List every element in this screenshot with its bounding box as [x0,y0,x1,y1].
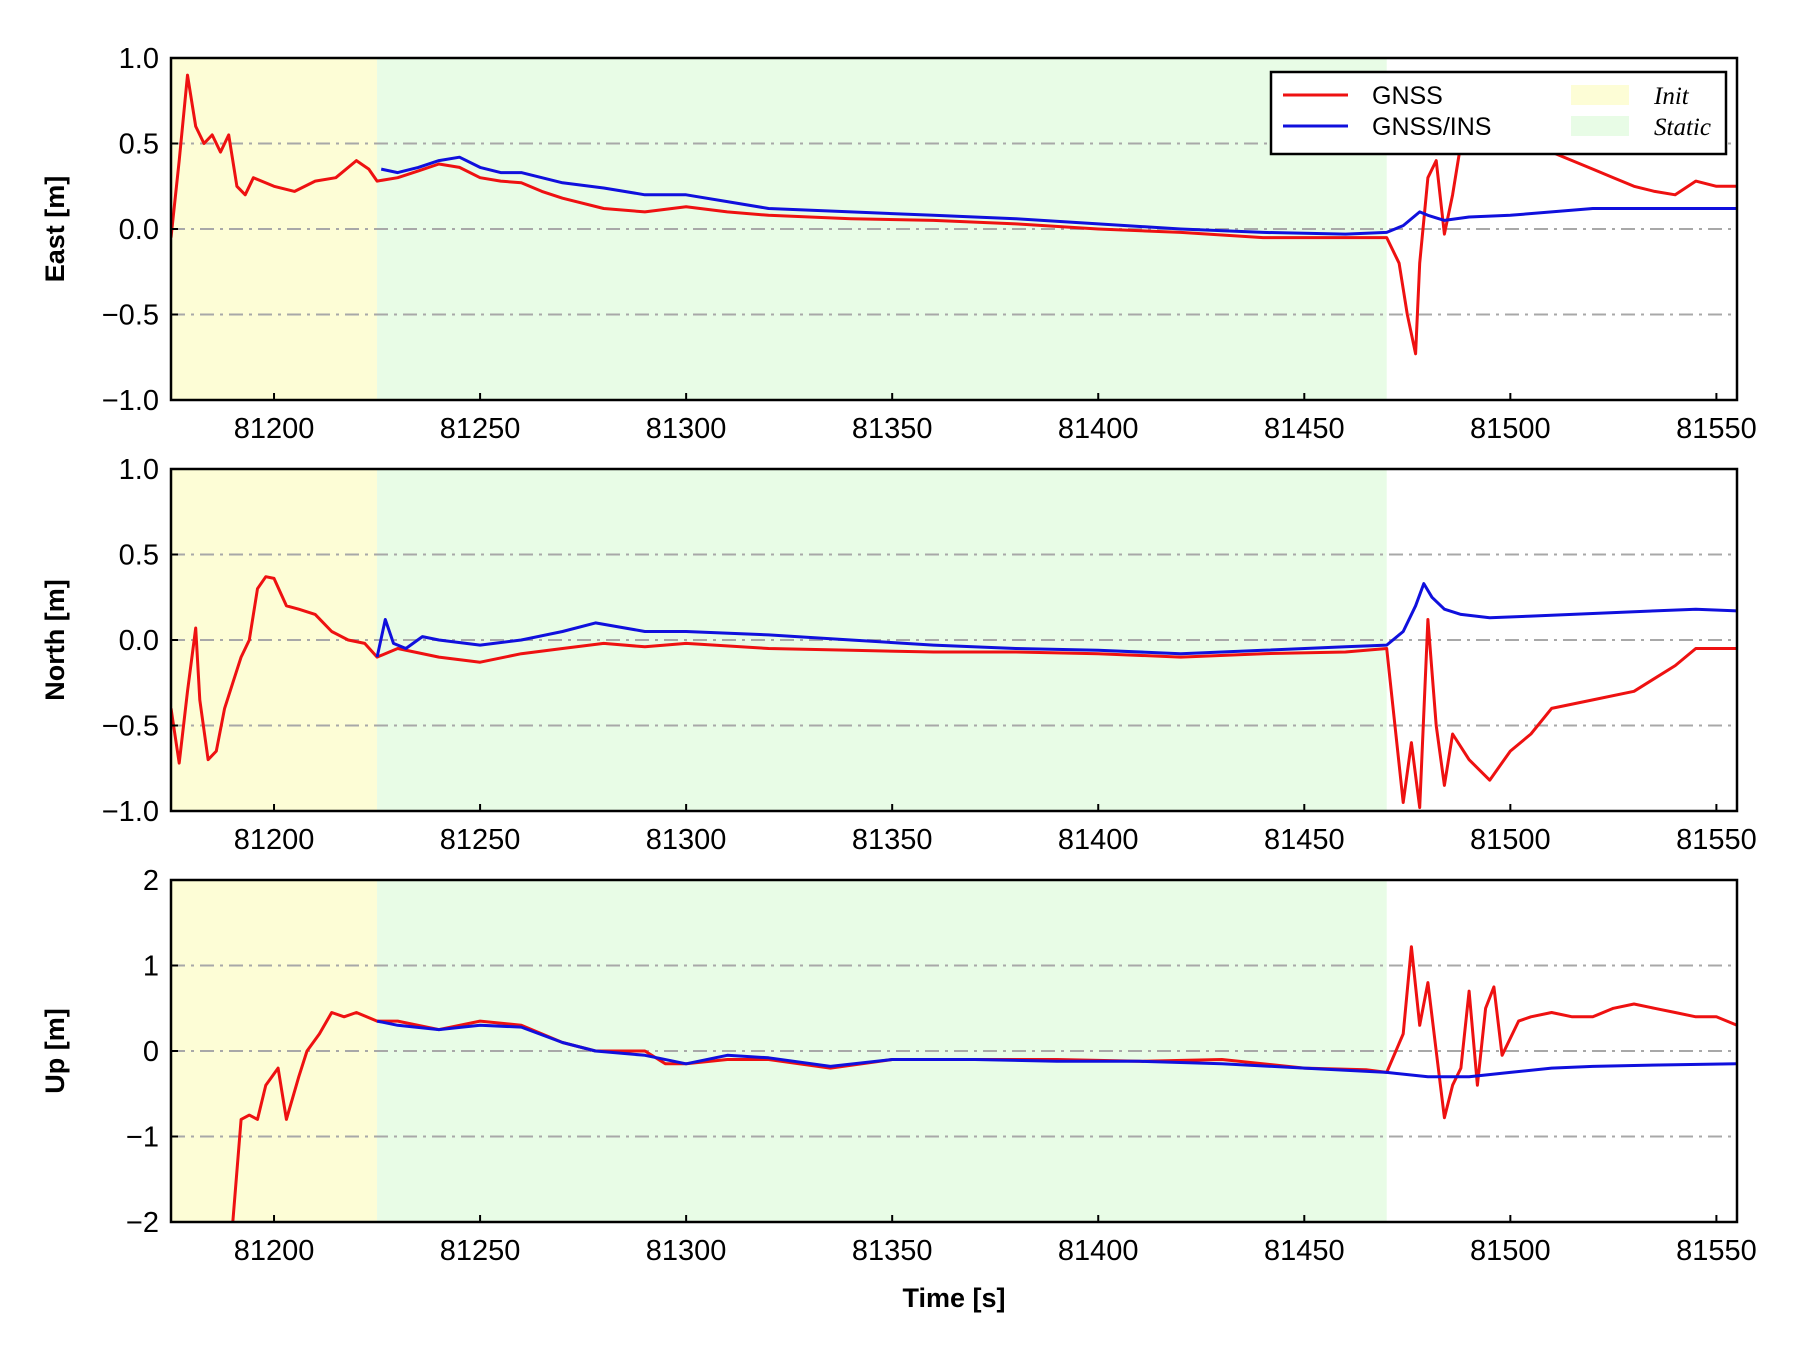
y-tick-label: −2 [126,1207,159,1239]
y-tick-label: −0.5 [102,711,159,743]
y-tick-label: −1.0 [102,796,159,828]
x-tick-label: 81350 [852,1235,933,1267]
x-tick-label: 81450 [1264,824,1345,856]
y-axis-title: East [m] [40,176,70,283]
legend-swatch-static [1571,116,1629,136]
y-tick-label: 0.5 [119,129,159,161]
x-tick-label: 81300 [646,1235,727,1267]
y-axis-title: Up [m] [40,1008,70,1093]
x-tick-label: 81400 [1058,824,1139,856]
x-tick-label: 81350 [852,413,933,445]
x-tick-label: 81450 [1264,1235,1345,1267]
x-tick-label: 81250 [440,824,521,856]
legend-label-init: Init [1653,83,1690,110]
legend-label-gnss: GNSS [1372,82,1443,110]
legend: GNSS GNSS/INS Init Static [1269,70,1728,156]
y-tick-label: 0.5 [119,540,159,572]
x-tick-label: 81500 [1470,413,1551,445]
x-tick-label: 81500 [1470,824,1551,856]
x-tick-label: 81200 [234,1235,315,1267]
x-tick-label: 81550 [1676,1235,1757,1267]
x-tick-label: 81300 [646,824,727,856]
panel-2: −1.0 −0.5 0.0 0.5 1.0 81200 81250 81300 81350 814… [40,454,1757,856]
x-tick-label: 81400 [1058,1235,1139,1267]
legend-box [1269,70,1728,156]
panel-1: −1.0 −0.5 0.0 0.5 1.0 81200 81250 81300 81350 814… [40,43,1757,445]
x-tick-label: 81500 [1470,1235,1551,1267]
x-tick-label: 81400 [1058,413,1139,445]
x-tick-label: 81250 [440,413,521,445]
y-tick-label: 0.0 [119,625,159,657]
y-tick-label: −1 [126,1122,159,1154]
x-tick-label: 81300 [646,413,727,445]
y-tick-label: 0.0 [119,214,159,246]
x-tick-label: 81350 [852,824,933,856]
y-axis-title: North [m] [40,579,70,700]
legend-label-static: Static [1654,114,1711,141]
y-tick-label: 1.0 [119,454,159,486]
y-tick-label: 1.0 [119,43,159,75]
x-tick-label: 81200 [234,413,315,445]
y-tick-label: −1.0 [102,385,159,417]
y-tick-label: 1 [143,951,159,983]
panel-3: −2 −1 0 1 2 81200 81250 81300 81350 81400 81450 815… [40,865,1757,1313]
series-line-gnss-ins [380,155,1737,236]
x-tick-label: 81200 [234,824,315,856]
x-axis-title: Time [s] [902,1283,1005,1313]
x-tick-label: 81450 [1264,413,1345,445]
legend-label-gnss-ins: GNSS/INS [1372,113,1491,141]
series-line-gnss-ins [376,1019,1737,1079]
series-line-gnss [171,575,1737,810]
x-tick-label: 81550 [1676,824,1757,856]
y-tick-label: 2 [143,865,159,897]
x-tick-label: 81550 [1676,413,1757,445]
y-tick-label: −0.5 [102,300,159,332]
legend-swatch-init [1571,85,1629,105]
x-tick-label: 81250 [440,1235,521,1267]
y-tick-label: 0 [143,1036,159,1068]
series-line-gnss-ins [375,582,1737,658]
